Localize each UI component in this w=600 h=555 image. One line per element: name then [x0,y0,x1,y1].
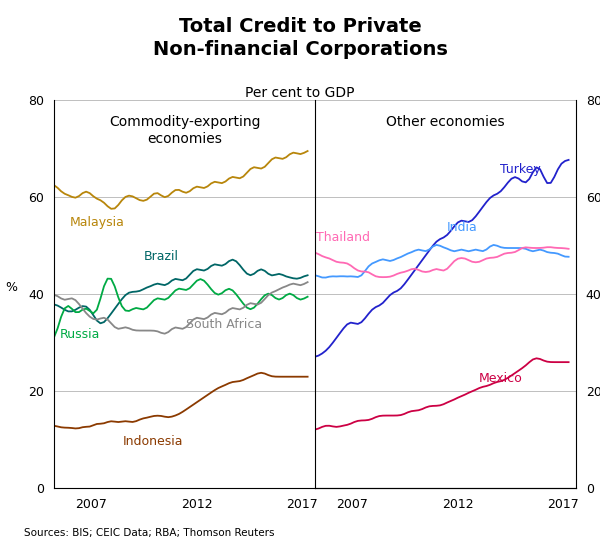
Text: India: India [447,221,478,234]
Y-axis label: %: % [5,281,17,294]
Text: South Africa: South Africa [186,318,262,331]
Text: Indonesia: Indonesia [122,435,183,448]
Text: Other economies: Other economies [386,115,505,129]
Text: Sources: BIS; CEIC Data; RBA; Thomson Reuters: Sources: BIS; CEIC Data; RBA; Thomson Re… [24,528,275,538]
Text: Turkey: Turkey [500,163,541,176]
Text: Commodity-exporting
economies: Commodity-exporting economies [109,115,260,145]
Text: Per cent to GDP: Per cent to GDP [245,86,355,100]
Text: Mexico: Mexico [479,371,523,385]
Text: Thailand: Thailand [316,231,370,244]
Text: Total Credit to Private
Non-financial Corporations: Total Credit to Private Non-financial Co… [152,17,448,59]
Text: Malaysia: Malaysia [70,216,125,229]
Text: Brazil: Brazil [144,250,179,263]
Text: Russia: Russia [59,328,100,341]
